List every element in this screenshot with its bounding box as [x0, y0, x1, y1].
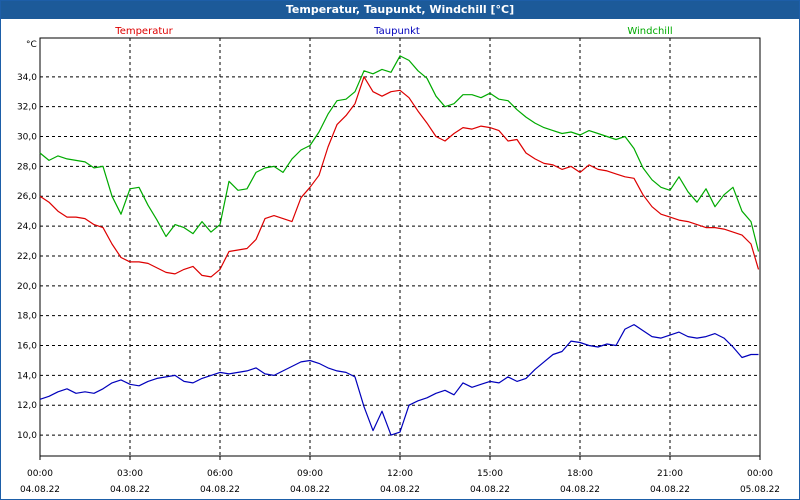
y-tick-label: 24,0: [17, 222, 37, 232]
y-axis-ticks: 10,0 12,0 14,0 16,0 18,0 20,0 22,0 24,0 26,0 28,0…: [17, 73, 37, 441]
y-tick-label: 34,0: [17, 73, 37, 83]
y-tick-label: 30,0: [17, 133, 37, 143]
x-tick-time: 09:00: [297, 469, 323, 479]
x-tick-date: 04.08.22: [380, 485, 420, 495]
x-tick-date: 04.08.22: [290, 485, 330, 495]
x-tick-date: 04.08.22: [20, 485, 60, 495]
x-tick-time: 03:00: [117, 469, 143, 479]
x-tick-time: 18:00: [567, 469, 593, 479]
y-tick-label: 28,0: [17, 162, 37, 172]
y-tick-label: 18,0: [17, 312, 37, 322]
x-tick-date: 04.08.22: [200, 485, 240, 495]
y-axis-unit: °C: [26, 40, 37, 50]
y-tick-label: 10,0: [17, 431, 37, 441]
y-tick-label: 20,0: [17, 282, 37, 292]
y-tick-label: 12,0: [17, 401, 37, 411]
x-tick-date: 05.08.22: [740, 485, 780, 495]
legend-taupunkt: Taupunkt: [373, 26, 420, 37]
x-axis-ticks: 00:00 04.08.22 03:00 04.08.22 06:00 04.08.22 0…: [20, 456, 780, 495]
y-tick-label: 22,0: [17, 252, 37, 262]
chart-title: Temperatur, Taupunkt, Windchill [°C]: [1, 1, 799, 19]
x-tick-date: 04.08.22: [110, 485, 150, 495]
x-tick-date: 04.08.22: [560, 485, 600, 495]
x-tick-date: 04.08.22: [470, 485, 510, 495]
x-tick-time: 00:00: [27, 469, 53, 479]
legend-windchill: Windchill: [627, 26, 672, 37]
series-line-temperatur: [39, 76, 760, 278]
grid-lines: [40, 38, 760, 456]
y-tick-label: 14,0: [17, 371, 37, 381]
y-tick-label: 26,0: [17, 192, 37, 202]
x-tick-date: 04.08.22: [650, 485, 690, 495]
x-tick-time: 15:00: [477, 469, 503, 479]
x-tick-time: 06:00: [207, 469, 233, 479]
series-line-taupunkt: [39, 324, 759, 436]
x-tick-time: 00:00: [747, 469, 773, 479]
series-line-windchill: [39, 55, 760, 252]
legend-temperatur: Temperatur: [114, 26, 173, 37]
legend: Temperatur Taupunkt Windchill: [114, 26, 672, 37]
series-lines: [39, 55, 760, 436]
y-tick-label: 16,0: [17, 342, 37, 352]
x-tick-time: 21:00: [657, 469, 683, 479]
x-tick-time: 12:00: [387, 469, 413, 479]
y-tick-label: 32,0: [17, 103, 37, 113]
